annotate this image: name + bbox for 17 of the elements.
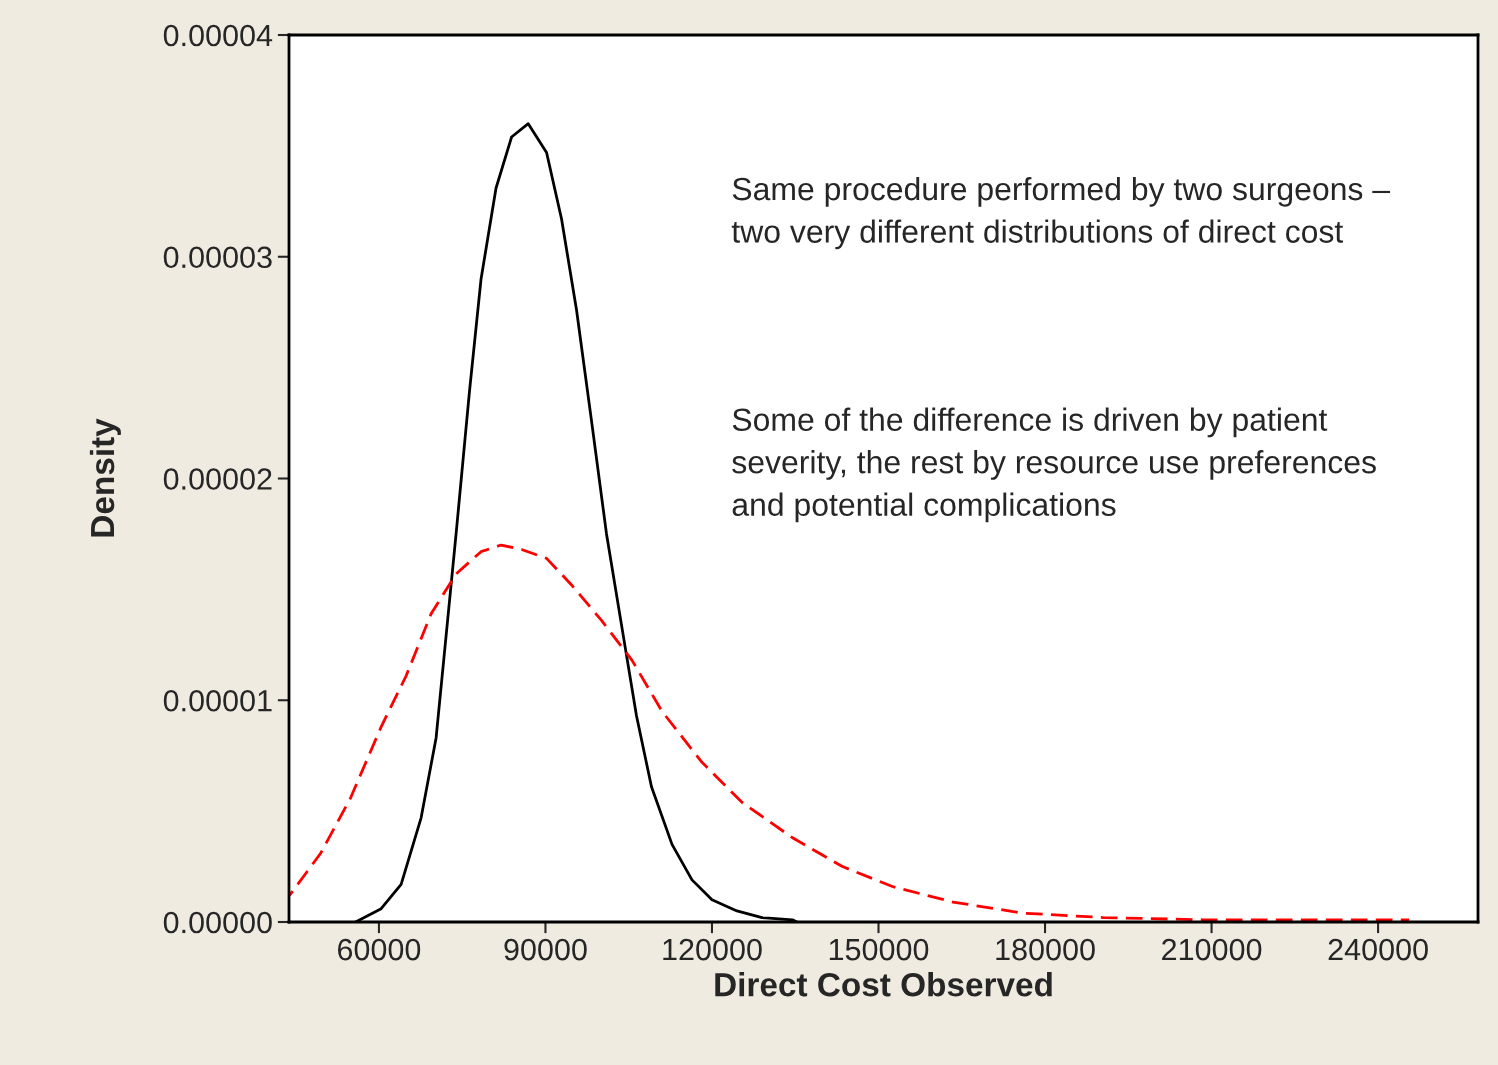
x-tick-label: 120000 — [663, 938, 762, 961]
x-tick-label: 60000 — [338, 938, 421, 961]
annotation: Same procedure performed by two surgeons – two very different distributions of direct cost — [731, 176, 1391, 250]
x-tick-label: 210000 — [1162, 938, 1262, 961]
y-tick-label: 0.00000 — [163, 911, 272, 934]
y-tick-label: 0.00001 — [163, 689, 272, 712]
x-tick-label: 150000 — [829, 938, 929, 961]
x-tick-label: 240000 — [1328, 938, 1428, 961]
y-axis-title: Density — [89, 418, 121, 537]
y-tick-label: 0.00002 — [163, 468, 272, 490]
y-tick-label: 0.00004 — [163, 24, 273, 47]
x-tick-label: 90000 — [504, 938, 587, 961]
line-series — [289, 543, 1411, 922]
x-tick-label: 180000 — [996, 938, 1095, 961]
y-tick-label: 0.00003 — [163, 246, 272, 269]
annotation: Some of the difference is driven by patient severity, the rest by resource use preferences and potential complications — [732, 407, 1376, 523]
x-axis-title: Direct Cost Observed — [715, 972, 1052, 997]
